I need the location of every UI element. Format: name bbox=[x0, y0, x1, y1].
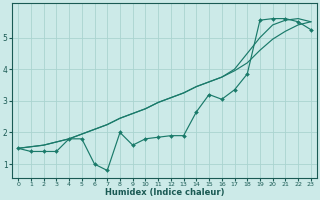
X-axis label: Humidex (Indice chaleur): Humidex (Indice chaleur) bbox=[105, 188, 224, 197]
